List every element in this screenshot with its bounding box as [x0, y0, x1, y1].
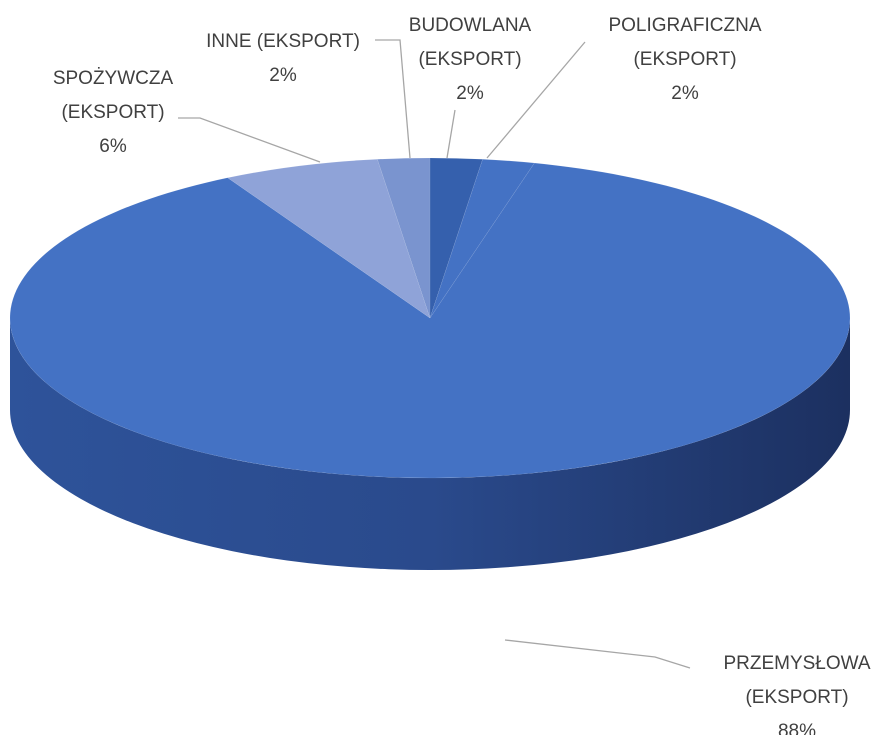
data-label: BUDOWLANA (EKSPORT) 2% [395, 9, 545, 111]
data-label: SPOŻYWCZA (EKSPORT) 6% [38, 62, 188, 164]
value-label: 88% [777, 721, 817, 735]
leader-line [178, 117, 321, 163]
category-label: INNE (EKSPORT) [206, 31, 360, 52]
slice [429, 157, 483, 319]
value-label: 2% [269, 65, 297, 86]
data-label: POLIGRAFICZNA (EKSPORT) 2% [600, 9, 770, 111]
slice [429, 159, 535, 319]
leader-line [446, 109, 456, 159]
data-label: INNE (EKSPORT) 2% [183, 25, 383, 93]
slice [377, 157, 431, 319]
leader-line [375, 39, 411, 159]
value-label: 2% [456, 83, 484, 104]
category-label: BUDOWLANA (EKSPORT) [408, 15, 532, 70]
category-label: SPOŻYWCZA (EKSPORT) [52, 68, 174, 123]
value-label: 6% [99, 136, 127, 157]
category-label: PRZEMYSŁOWA (EKSPORT) [723, 653, 871, 708]
slice-side [10, 318, 850, 570]
slice [9, 162, 851, 479]
slice [227, 159, 431, 319]
value-label: 2% [671, 83, 699, 104]
leader-line [486, 41, 586, 159]
category-label: POLIGRAFICZNA (EKSPORT) [608, 15, 762, 70]
data-label: PRZEMYSŁOWA (EKSPORT) 88% [707, 647, 881, 735]
leader-line [504, 639, 691, 669]
